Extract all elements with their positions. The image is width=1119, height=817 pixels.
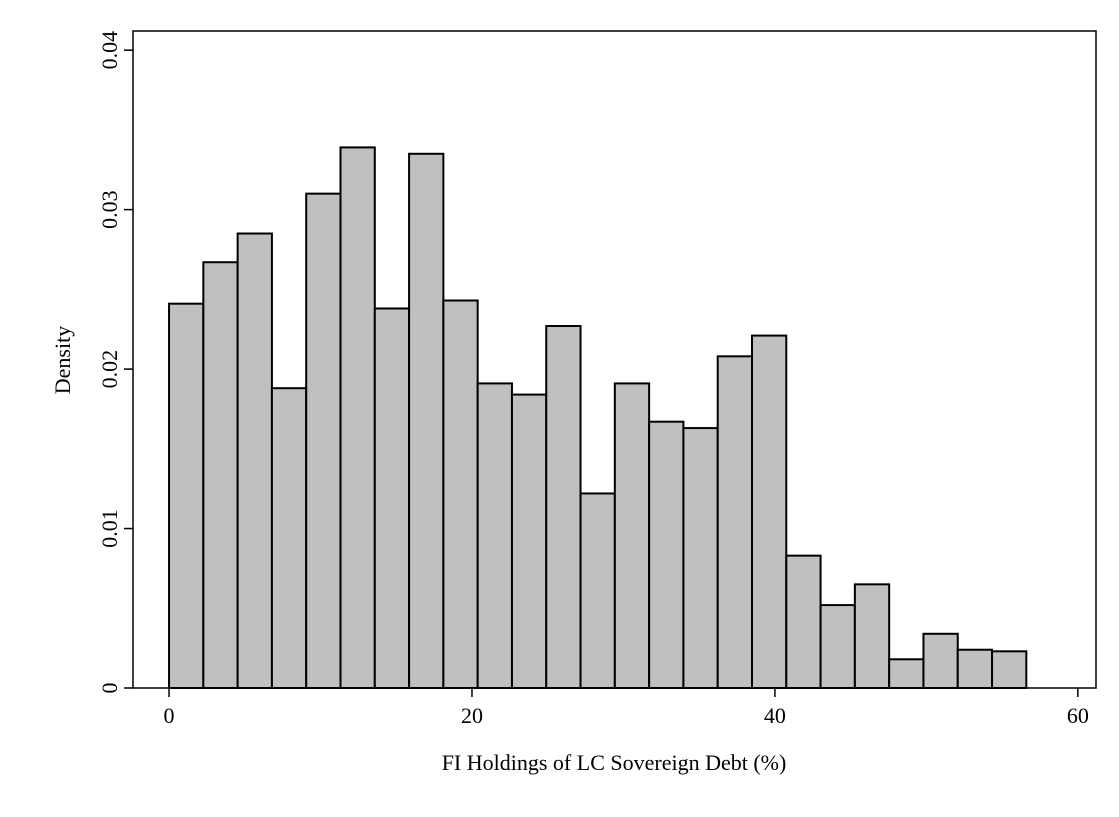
bar (819, 604, 856, 690)
bar (373, 307, 411, 689)
y-tick-label: 0.02 (97, 350, 122, 389)
bar (991, 650, 1028, 689)
bar (648, 420, 685, 689)
bar (202, 261, 239, 689)
bar (442, 299, 479, 689)
bar (853, 583, 891, 690)
bar (305, 192, 342, 689)
x-tick-label: 40 (764, 703, 786, 728)
y-tick-label: 0.03 (97, 190, 122, 229)
bar (339, 146, 376, 689)
bar (888, 658, 925, 690)
y-tick-label: 0 (97, 683, 122, 694)
bar (956, 648, 994, 689)
x-tick-label: 20 (461, 703, 483, 728)
bar (236, 232, 273, 689)
bar (545, 325, 582, 689)
plot-frame (132, 30, 1097, 689)
bar (168, 302, 205, 689)
bar (510, 393, 548, 689)
bar (682, 427, 719, 689)
y-tick-label: 0.04 (97, 31, 122, 70)
y-axis-label: Density (50, 326, 75, 394)
bar (579, 492, 616, 689)
x-tick-label: 60 (1067, 703, 1089, 728)
y-tick-label: 0.01 (97, 509, 122, 548)
bar (922, 632, 959, 689)
x-tick-label: 0 (164, 703, 175, 728)
bar (613, 382, 651, 689)
x-axis-label: FI Holdings of LC Sovereign Debt (%) (442, 750, 787, 775)
bar (476, 382, 513, 689)
bar (270, 387, 308, 689)
bar (716, 355, 753, 689)
bar (408, 152, 445, 690)
bar (750, 334, 788, 689)
bar (785, 554, 822, 689)
